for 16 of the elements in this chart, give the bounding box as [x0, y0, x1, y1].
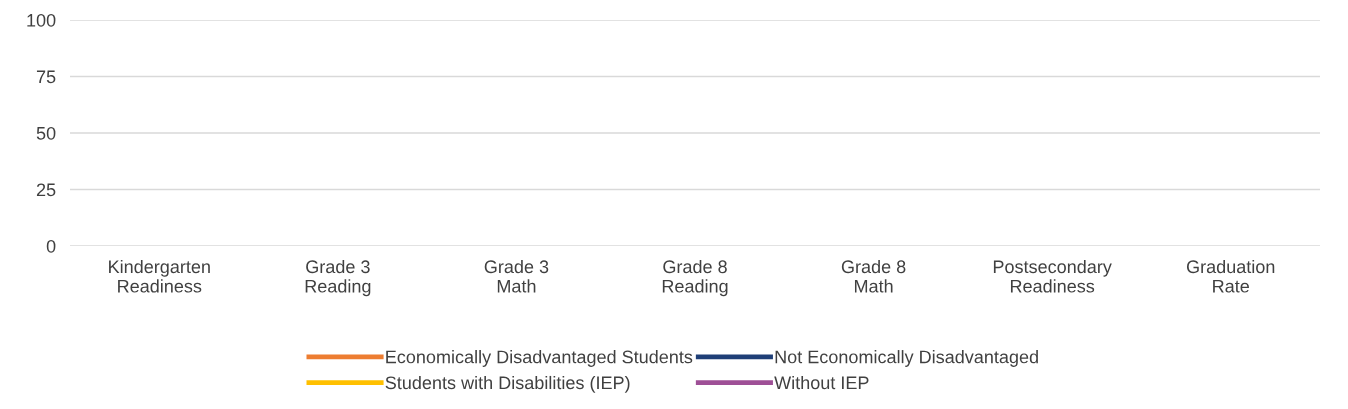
x-tick-label: Grade 8 Reading [662, 259, 728, 297]
y-tick-label: 25 [36, 183, 56, 197]
x-tick-label: Graduation Rate [1186, 259, 1275, 293]
legend-label: Not Economically Disadvantaged [775, 350, 1038, 367]
legend-label: Without IEP [774, 375, 869, 390]
x-tick-label: Kindergarten Readiness [109, 259, 210, 293]
legend-label: Economically Disadvantaged Students [386, 350, 693, 367]
y-tick-label: 0 [46, 239, 56, 253]
x-tick-label: Postsecondary Readiness [993, 259, 1112, 293]
y-tick-label: 50 [36, 126, 56, 140]
x-tick-label: Grade 3 Reading [305, 259, 371, 297]
legend-label: Students with Disabilities (IEP) [385, 375, 630, 393]
y-tick-label: 100 [27, 13, 56, 27]
y-tick-label: 75 [36, 70, 56, 84]
x-tick-label: Grade 3 Math [484, 259, 549, 293]
x-tick-label: Grade 8 Math [841, 259, 906, 293]
